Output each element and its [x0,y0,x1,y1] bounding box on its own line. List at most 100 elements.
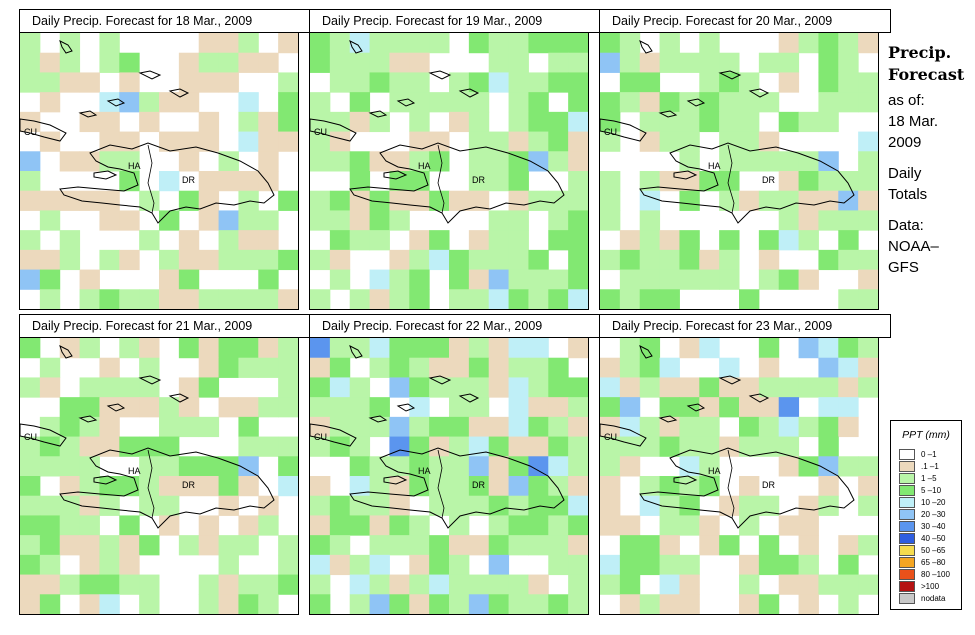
precip-cell [349,397,371,418]
precip-cell [699,72,720,93]
country-label-haiti: HA [708,161,721,171]
precip-cell [449,436,470,457]
precip-cell [528,574,549,595]
precip-cell [468,476,490,497]
precip-cell [329,230,351,251]
precip-cell [409,535,430,556]
precip-cell [858,72,878,93]
precip-cell [468,151,490,172]
coastline-gonave [673,170,698,180]
precip-cell [198,171,220,192]
precip-cell [310,33,331,54]
legend-swatch [899,545,915,556]
precip-cell [679,171,700,192]
precip-cell [858,190,878,211]
precip-cell [548,554,569,576]
precip-cell [278,289,298,309]
precip-cell [858,210,878,231]
precip-cell [218,495,239,516]
precip-cell [719,72,740,93]
precip-cell [310,574,331,595]
precip-cell [468,535,490,556]
country-label-dominican-republic: DR [182,175,195,185]
precip-cell [369,338,390,359]
precip-cell [59,476,81,497]
precip-cell [20,456,41,477]
coastline-keys4 [686,98,706,107]
precip-cell [369,476,390,497]
precip-cell [99,151,120,172]
precip-cell [20,554,41,576]
precip-cell [838,397,859,418]
precip-cell [508,594,529,614]
precip-cell [39,289,61,309]
precip-cell [548,357,569,378]
coastline-keys3 [458,88,480,98]
precip-cell [568,476,588,497]
precip-cell [409,190,430,211]
precip-cell [568,574,588,595]
precip-cell [488,338,510,359]
precip-cell [568,535,588,556]
precip-cell [99,190,120,211]
precip-cell [429,574,450,595]
precip-cell [39,249,61,271]
coastline-keys4 [396,98,416,107]
precip-cell [679,151,700,172]
coastline-hispaniola [639,447,855,529]
precip-cell [739,397,760,418]
precip-cell [59,515,81,536]
precip-cell [798,594,819,614]
precip-cell [389,269,410,290]
precip-cell [449,416,470,438]
precip-cell [639,72,661,93]
precip-cell [528,357,549,378]
precip-cell [798,111,819,133]
precip-cell [619,456,641,477]
precip-cell [449,338,470,359]
precip-cell [679,190,700,211]
precip-cell [818,92,839,113]
precip-cell [238,171,259,192]
coastline-hispaniola [639,142,855,224]
precip-cell [389,171,410,192]
precip-cell [310,377,331,398]
precip-cell [798,535,819,556]
precip-cell [508,52,529,73]
coastline-cuba [20,118,67,142]
precip-cell [238,338,259,359]
precip-cell [798,515,819,536]
precip-cell [639,289,661,309]
precip-cell [389,574,410,595]
precip-cell [838,33,859,54]
precip-cell [679,230,700,251]
coastline-keys1 [349,40,363,54]
precip-cell [258,397,279,418]
precip-cell [119,377,140,398]
precip-cell [468,131,490,152]
coastline-gonave [93,170,118,180]
precip-cell [699,535,720,556]
precip-cell [838,52,859,73]
precip-cell [198,289,220,309]
precip-cell [488,554,510,576]
legend-swatch [899,557,915,568]
precip-cell [198,535,220,556]
precip-cell [619,33,641,54]
precip-cell [409,377,430,398]
precip-cell [20,230,41,251]
precip-cell [508,190,529,211]
precip-cell [99,594,120,614]
coastline-keys5 [658,110,678,118]
precip-cell [238,574,259,595]
precip-cell [568,249,588,271]
precip-cell [20,574,41,595]
panel-title: Daily Precip. Forecast for 22 Mar., 2009 [309,314,601,338]
precip-cell [198,190,220,211]
precip-cell [278,535,298,556]
precip-cell [488,377,510,398]
coastline-keys2 [138,375,162,385]
precip-cell [778,190,800,211]
precip-cell [218,249,239,271]
precip-cell [488,269,510,290]
